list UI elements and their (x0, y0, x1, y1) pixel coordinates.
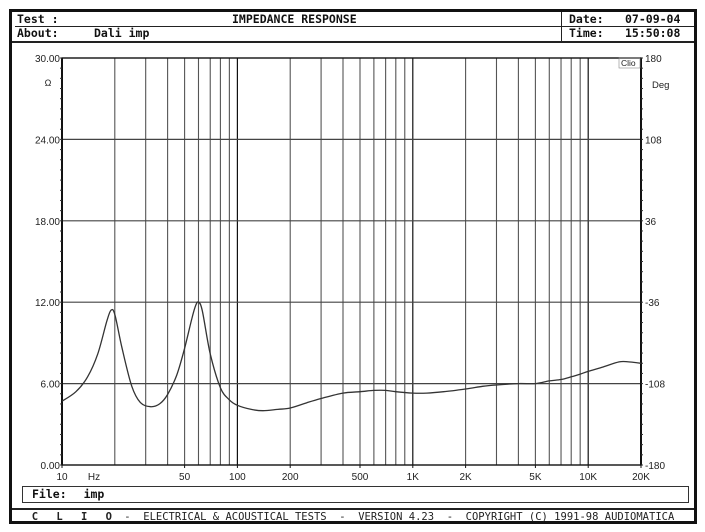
right-tick-label: 180 (645, 54, 662, 65)
left-tick-label: 30.00 (35, 54, 60, 65)
left-tick-label: 6.00 (41, 380, 61, 391)
x-unit-label: Hz (88, 472, 100, 483)
right-tick-label: 108 (645, 135, 662, 146)
about-value: Dali imp (94, 26, 150, 40)
file-box: File: imp (22, 486, 689, 503)
right-tick-label: 36 (645, 217, 657, 228)
x-tick-label: 20K (632, 472, 650, 483)
footer-divider (12, 508, 694, 510)
chart-axes (60, 57, 643, 468)
header-bottom-border (12, 41, 694, 43)
x-tick-label: 100 (229, 472, 246, 483)
time-value: 15:50:08 (625, 26, 681, 40)
about-label: About: (17, 26, 59, 40)
chart-title: IMPEDANCE RESPONSE (232, 12, 357, 26)
file-value: imp (83, 487, 105, 501)
clio-watermark: Clio (621, 58, 636, 68)
left-tick-label: 18.00 (35, 217, 60, 228)
left-tick-label: 0.00 (41, 461, 61, 472)
x-tick-label: 50 (179, 472, 191, 483)
right-tick-label: -180 (645, 461, 665, 472)
x-tick-label: 1K (407, 472, 420, 483)
file-label: File: (32, 487, 67, 501)
time-label: Time: (569, 26, 604, 40)
right-tick-label: -108 (645, 380, 665, 391)
right-unit-label: Deg (652, 80, 669, 91)
header-divider (15, 26, 694, 27)
clio-window: Test : IMPEDANCE RESPONSE About: Dali im… (9, 9, 697, 524)
test-label: Test : (17, 12, 59, 26)
x-tick-label: 5K (529, 472, 542, 483)
x-tick-label: 10K (579, 472, 597, 483)
left-unit-label: Ω (45, 78, 52, 88)
date-label: Date: (569, 12, 604, 26)
impedance-curve (61, 301, 642, 412)
left-tick-label: 24.00 (35, 135, 60, 146)
x-tick-label: 500 (352, 472, 369, 483)
x-tick-label: 200 (282, 472, 299, 483)
footer-bar: C L I O - ELECTRICAL & ACOUSTICAL TESTS … (12, 511, 694, 523)
x-tick-label: 2K (459, 472, 472, 483)
footer-brand: C L I O (31, 511, 118, 523)
axis-labels: 0.00 6.00 12.00 18.00 24.00 30.00 -180 -108 -36 3… (35, 54, 669, 483)
clio-watermark-box (618, 57, 641, 69)
footer-text: - ELECTRICAL & ACOUSTICAL TESTS - VERSIO… (117, 511, 675, 523)
right-tick-label: -36 (645, 298, 660, 309)
x-tick-label: 10 (56, 472, 68, 483)
plot-border (61, 57, 642, 466)
date-value: 07-09-04 (625, 12, 681, 26)
left-tick-label: 12.00 (35, 298, 60, 309)
chart-grid (62, 58, 641, 465)
